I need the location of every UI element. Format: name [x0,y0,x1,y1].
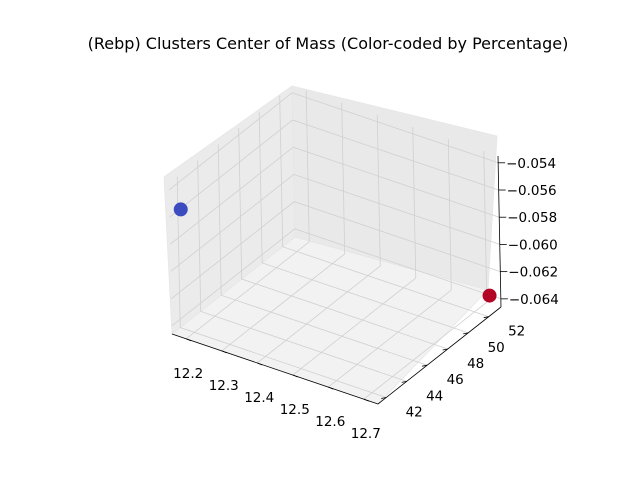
x-tick-label: 12.2 [173,366,203,382]
y-tick-mark [401,380,407,383]
z-gridline [171,201,501,299]
x-tick-label: 12.7 [351,426,381,442]
z-tick-label: −0.054 [506,156,556,172]
z-axis-line [497,155,502,308]
z-tick-label: −0.062 [508,265,558,281]
x-gridline [256,114,381,364]
x-tick-mark [257,362,263,366]
z-gridline [169,146,500,245]
x-gridline [328,139,452,388]
y-tick-mark [422,364,428,367]
z-tick-label: −0.060 [508,237,558,253]
x-tick-mark [221,350,227,354]
y-gridline [279,95,489,318]
x-tick-mark [292,374,298,378]
x-gridline [363,151,488,400]
y-tick-mark [381,397,387,399]
y-tick-label: 42 [406,405,423,421]
data-point [173,202,188,217]
x-gridline [185,90,310,340]
z-gridline [168,92,499,191]
z-tick-label: −0.058 [507,210,557,226]
x-tick-label: 12.4 [244,390,274,406]
y-tick-mark [442,348,448,351]
x-tick-label: 12.3 [209,378,239,394]
data-points [173,202,497,303]
y-tick-label: 48 [467,356,484,372]
x-axis-line [171,333,379,405]
y-tick-mark [483,316,489,319]
y-gridline [258,111,469,334]
x-tick-label: 12.6 [315,414,345,430]
z-gridline [170,173,500,272]
y-gridline [217,144,428,366]
y-tick-label: 50 [488,340,505,356]
y-tick-label: 46 [447,372,464,388]
grid-lines [168,90,501,400]
z-gridline [169,119,499,218]
z-tick-label: −0.056 [507,183,557,199]
chart-title: (Rebp) Clusters Center of Mass (Color-co… [88,34,569,53]
y-axis-line [377,306,502,405]
x-tick-mark [363,398,369,402]
y-tick-label: 44 [426,388,443,404]
y-gridline [197,160,407,382]
y-gridline [176,176,387,398]
x-gridline [292,127,417,376]
x-gridline [221,102,346,352]
data-point [482,288,497,303]
z-tick-label: −0.064 [509,292,559,308]
x-tick-mark [328,386,334,390]
y-tick-mark [463,332,469,335]
y-gridline [238,128,448,350]
x-tick-label: 12.5 [280,402,310,418]
axes [171,155,508,405]
y-tick-label: 52 [508,324,525,340]
z-gridline [171,228,501,327]
x-tick-mark [186,338,192,342]
